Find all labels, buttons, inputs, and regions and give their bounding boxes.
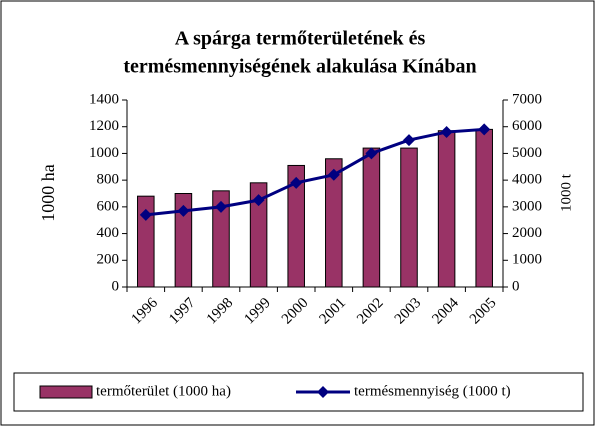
legend-swatch: [39, 385, 93, 399]
y-axis-label: 1000 ha: [38, 164, 58, 222]
y2-tick-label: 4000: [512, 172, 542, 188]
y2-tick-label: 2000: [512, 225, 542, 241]
marker: [440, 126, 453, 139]
legend-marker: [317, 386, 329, 398]
chart-title: A spárga termőterületének és: [175, 28, 426, 50]
y2-tick-label: 7000: [512, 91, 542, 107]
marker: [327, 168, 340, 181]
marker: [478, 123, 491, 136]
legend-box: [13, 372, 584, 412]
y2-tick-label: 0: [512, 278, 520, 294]
y2-tick-label: 6000: [512, 118, 542, 134]
y-tick-label: 400: [97, 225, 120, 241]
marker: [139, 208, 152, 221]
y2-axis-label: 1000 t: [558, 173, 574, 212]
marker: [403, 134, 415, 147]
bar: [362, 147, 381, 288]
line: [145, 127, 485, 217]
marker: [177, 204, 190, 217]
chart-title: termésmennyiségének alakulása Kínában: [123, 56, 476, 78]
y-tick-label: 1400: [89, 91, 119, 107]
bar: [437, 130, 456, 288]
legend-label: termőterület (1000 ha): [96, 383, 231, 399]
legend-label: termésmennyiség (1000 t): [354, 383, 511, 399]
y-tick-label: 600: [97, 198, 120, 214]
marker: [215, 200, 227, 213]
y2-tick-label: 5000: [512, 145, 542, 161]
marker: [365, 147, 378, 160]
y-tick-label: 200: [97, 252, 120, 268]
bar: [475, 128, 493, 288]
y-tick-label: 1200: [89, 118, 119, 134]
y2-tick-label: 1000: [512, 252, 542, 268]
bar: [400, 147, 418, 288]
marker: [290, 176, 303, 189]
y-tick-label: 800: [97, 172, 120, 188]
y-tick-label: 0: [112, 278, 120, 294]
y2-tick-label: 3000: [512, 198, 542, 214]
marker: [252, 194, 265, 207]
y-tick-label: 1000: [89, 145, 119, 161]
